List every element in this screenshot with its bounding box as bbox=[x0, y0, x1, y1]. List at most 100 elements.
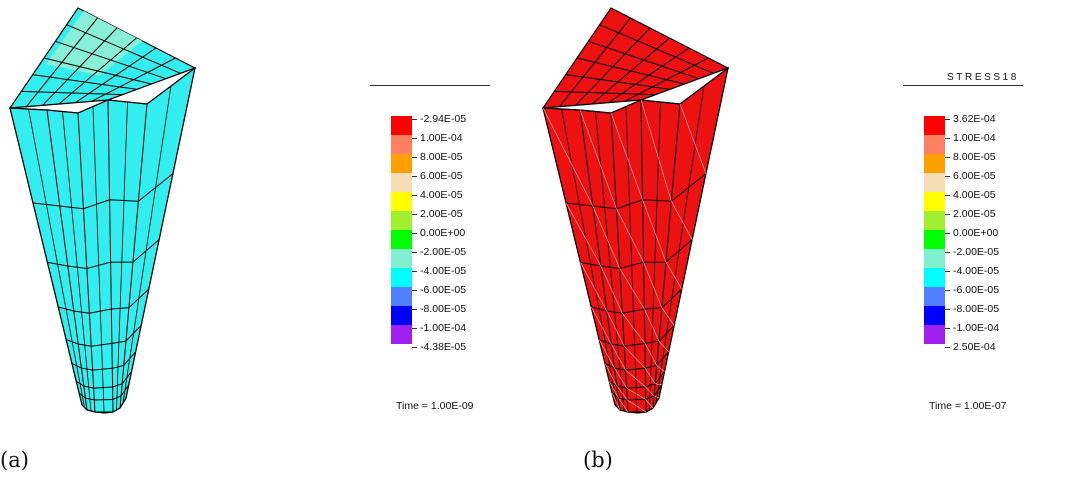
side-mesh-ring bbox=[32, 173, 174, 210]
side-mesh-ring bbox=[614, 397, 660, 413]
legend-title-rule bbox=[370, 85, 490, 86]
element-diagonal bbox=[622, 313, 646, 344]
legend-label: -8.00E-05 bbox=[944, 300, 999, 319]
side-mesh-line bbox=[119, 103, 148, 409]
element-diagonal bbox=[592, 205, 621, 269]
element-diagonal bbox=[644, 343, 658, 366]
side-mesh-line bbox=[610, 112, 629, 413]
side-mesh-line bbox=[116, 101, 128, 411]
top-stress-zone bbox=[45, 11, 143, 76]
side-mesh-ring bbox=[75, 371, 132, 389]
legend-swatch bbox=[924, 306, 945, 325]
legend-swatch bbox=[391, 325, 412, 344]
side-mesh-ring bbox=[66, 325, 142, 347]
side-mesh-ring bbox=[81, 397, 127, 413]
legend-label: -6.00E-05 bbox=[944, 281, 999, 300]
legend-swatch bbox=[391, 211, 412, 230]
side-mesh-ring bbox=[599, 325, 675, 347]
tapered-pile-mesh-a bbox=[8, 7, 197, 414]
side-mesh-line bbox=[542, 107, 616, 406]
legend-label: -4.38E-05 bbox=[411, 338, 466, 357]
legend-swatch bbox=[391, 192, 412, 211]
legend-swatch bbox=[924, 173, 945, 192]
side-mesh-line bbox=[625, 106, 638, 413]
element-diagonal bbox=[645, 386, 655, 397]
legend-label: 2.50E-04 bbox=[944, 338, 999, 357]
element-diagonal bbox=[645, 368, 656, 384]
side-mesh-line bbox=[655, 85, 705, 404]
side-mesh-line bbox=[77, 112, 96, 413]
element-diagonal bbox=[671, 201, 693, 240]
element-diagonal bbox=[565, 202, 602, 267]
panel-a: -2.94E-05 1.00E-04 8.00E-05 6.00E-05 4.00E-0… bbox=[0, 7, 490, 472]
side-mesh-line bbox=[28, 108, 85, 408]
element-diagonal bbox=[656, 365, 665, 372]
legend-label: 2.00E-05 bbox=[411, 205, 466, 224]
legend-swatch bbox=[924, 135, 945, 154]
legend-label: -4.00E-05 bbox=[944, 262, 999, 281]
time-label: Time = 1.00E-07 bbox=[929, 400, 1007, 412]
legend-label: -2.00E-05 bbox=[944, 243, 999, 262]
legend-label: -1.00E-04 bbox=[411, 319, 466, 338]
element-diagonal bbox=[626, 387, 646, 400]
legend-swatch bbox=[391, 230, 412, 249]
element-diagonal bbox=[658, 340, 669, 353]
element-diagonal bbox=[611, 392, 621, 411]
legend-swatch bbox=[391, 306, 412, 325]
side-mesh-line bbox=[640, 99, 647, 413]
element-diagonal bbox=[579, 109, 617, 209]
side-mesh-ring bbox=[608, 371, 665, 389]
legend-label: 1.00E-04 bbox=[411, 129, 466, 148]
legend-label: -6.00E-05 bbox=[411, 281, 466, 300]
side-mesh-line bbox=[579, 109, 621, 411]
legend-label: 3.62E-04 bbox=[944, 110, 999, 129]
legend-label: -2.94E-05 bbox=[411, 110, 466, 129]
color-legend-bar bbox=[924, 116, 945, 344]
side-mesh-ring bbox=[591, 288, 683, 314]
legend-title: STRESS18 bbox=[947, 72, 1019, 83]
legend-swatch bbox=[924, 249, 945, 268]
legend-swatch bbox=[924, 192, 945, 211]
side-mesh-ring bbox=[9, 67, 196, 114]
element-diagonal bbox=[606, 310, 625, 347]
legend-swatch bbox=[391, 154, 412, 173]
side-mesh-ring bbox=[58, 288, 150, 314]
legend-label: -2.00E-05 bbox=[411, 243, 466, 262]
side-mesh-line bbox=[92, 106, 105, 413]
element-diagonal bbox=[608, 381, 619, 399]
element-diagonal bbox=[653, 395, 660, 399]
element-diagonal bbox=[600, 265, 623, 314]
legend-swatch bbox=[924, 154, 945, 173]
time-label: Time = 1.00E-09 bbox=[396, 400, 474, 412]
element-diagonal bbox=[625, 369, 646, 388]
legend-label: 0.00E+00 bbox=[411, 224, 466, 243]
tapered-pile-mesh-b bbox=[541, 7, 730, 414]
side-mesh-line bbox=[649, 101, 661, 411]
legend-label: 4.00E-05 bbox=[944, 186, 999, 205]
legend-swatch bbox=[924, 287, 945, 306]
side-mesh-line bbox=[62, 111, 92, 412]
legend-swatch bbox=[924, 325, 945, 344]
element-diagonal bbox=[661, 307, 675, 326]
legend-title-rule bbox=[903, 85, 1023, 86]
element-diagonal bbox=[640, 99, 672, 202]
side-mesh-line bbox=[107, 99, 114, 413]
element-diagonal bbox=[643, 262, 663, 308]
side-mesh-ring bbox=[71, 351, 137, 371]
legend-swatch bbox=[924, 268, 945, 287]
element-diagonal bbox=[619, 268, 645, 310]
element-diagonal bbox=[616, 385, 628, 401]
legend-label: 0.00E+00 bbox=[944, 224, 999, 243]
legend-label: 6.00E-05 bbox=[944, 167, 999, 186]
side-mesh-ring bbox=[542, 67, 729, 114]
side-mesh-ring bbox=[611, 384, 663, 401]
element-diagonal bbox=[614, 367, 627, 389]
side-mesh-ring bbox=[78, 384, 130, 401]
side-mesh-line bbox=[122, 85, 172, 404]
panel-b: STRESS18 3.62E-04 1.00E-04 8.00E-05 6.00E-0… bbox=[533, 0, 1066, 482]
legend-labels: -2.94E-05 1.00E-04 8.00E-05 6.00E-05 4.00E-0… bbox=[411, 110, 466, 357]
legend-label: -8.00E-05 bbox=[411, 300, 466, 319]
caption-a: (a) bbox=[0, 448, 29, 472]
side-mesh-line bbox=[652, 103, 681, 409]
side-mesh-line bbox=[658, 67, 729, 399]
